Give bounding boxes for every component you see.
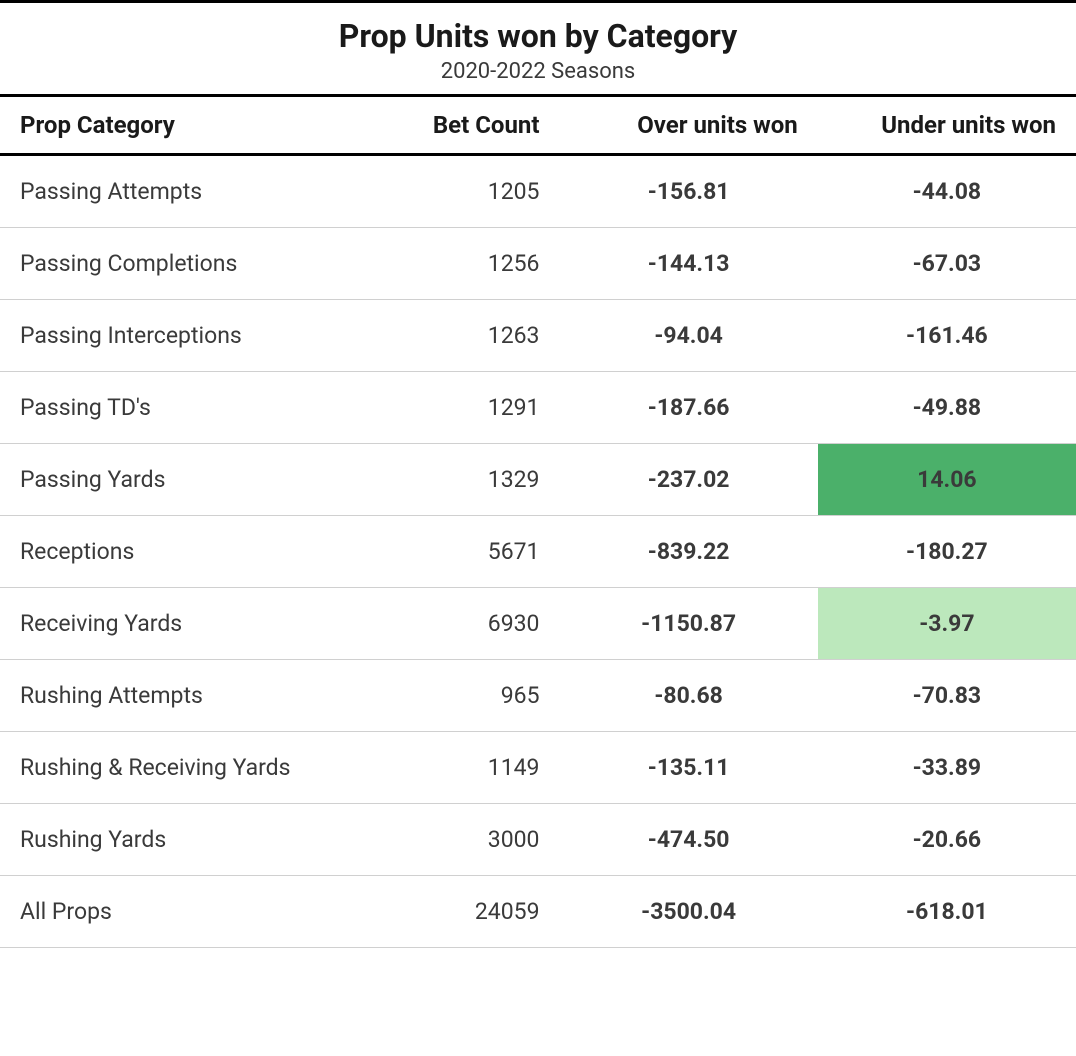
cell-category: Passing Attempts bbox=[0, 155, 366, 228]
cell-under-units: -618.01 bbox=[818, 876, 1076, 948]
cell-over-units: -94.04 bbox=[560, 300, 818, 372]
cell-under-units: -67.03 bbox=[818, 228, 1076, 300]
cell-bet-count: 5671 bbox=[366, 516, 560, 588]
header-bet-count: Bet Count bbox=[366, 96, 560, 155]
table-row: Rushing Yards3000-474.50-20.66 bbox=[0, 804, 1076, 876]
cell-under-units: -44.08 bbox=[818, 155, 1076, 228]
header-under-units: Under units won bbox=[818, 96, 1076, 155]
cell-bet-count: 1205 bbox=[366, 155, 560, 228]
cell-bet-count: 6930 bbox=[366, 588, 560, 660]
cell-bet-count: 965 bbox=[366, 660, 560, 732]
table-row: Passing TD's1291-187.66-49.88 bbox=[0, 372, 1076, 444]
cell-over-units: -80.68 bbox=[560, 660, 818, 732]
table-row: Receptions5671-839.22-180.27 bbox=[0, 516, 1076, 588]
cell-category: Rushing & Receiving Yards bbox=[0, 732, 366, 804]
table-row: Rushing Attempts965-80.68-70.83 bbox=[0, 660, 1076, 732]
prop-units-table-container: Prop Units won by Category 2020-2022 Sea… bbox=[0, 0, 1076, 948]
cell-over-units: -839.22 bbox=[560, 516, 818, 588]
cell-over-units: -144.13 bbox=[560, 228, 818, 300]
table-subtitle: 2020-2022 Seasons bbox=[0, 59, 1076, 84]
cell-under-units: -161.46 bbox=[818, 300, 1076, 372]
cell-bet-count: 1263 bbox=[366, 300, 560, 372]
cell-over-units: -187.66 bbox=[560, 372, 818, 444]
cell-category: Receiving Yards bbox=[0, 588, 366, 660]
table-body: Passing Attempts1205-156.81-44.08Passing… bbox=[0, 155, 1076, 948]
table-row: Passing Completions1256-144.13-67.03 bbox=[0, 228, 1076, 300]
table-header-row: Prop Category Bet Count Over units won U… bbox=[0, 96, 1076, 155]
cell-over-units: -3500.04 bbox=[560, 876, 818, 948]
prop-units-table: Prop Category Bet Count Over units won U… bbox=[0, 94, 1076, 948]
table-row: Rushing & Receiving Yards1149-135.11-33.… bbox=[0, 732, 1076, 804]
cell-bet-count: 1291 bbox=[366, 372, 560, 444]
cell-under-units: -33.89 bbox=[818, 732, 1076, 804]
cell-bet-count: 1256 bbox=[366, 228, 560, 300]
cell-over-units: -237.02 bbox=[560, 444, 818, 516]
cell-over-units: -1150.87 bbox=[560, 588, 818, 660]
cell-category: Passing TD's bbox=[0, 372, 366, 444]
table-row: All Props24059-3500.04-618.01 bbox=[0, 876, 1076, 948]
cell-under-units: -70.83 bbox=[818, 660, 1076, 732]
table-title: Prop Units won by Category bbox=[0, 17, 1076, 55]
cell-under-units: -49.88 bbox=[818, 372, 1076, 444]
cell-category: Passing Completions bbox=[0, 228, 366, 300]
header-over-units: Over units won bbox=[560, 96, 818, 155]
cell-category: Passing Yards bbox=[0, 444, 366, 516]
cell-bet-count: 24059 bbox=[366, 876, 560, 948]
cell-category: Passing Interceptions bbox=[0, 300, 366, 372]
cell-category: Rushing Attempts bbox=[0, 660, 366, 732]
cell-over-units: -156.81 bbox=[560, 155, 818, 228]
cell-over-units: -474.50 bbox=[560, 804, 818, 876]
cell-bet-count: 3000 bbox=[366, 804, 560, 876]
cell-bet-count: 1329 bbox=[366, 444, 560, 516]
title-section: Prop Units won by Category 2020-2022 Sea… bbox=[0, 0, 1076, 94]
cell-under-units: 14.06 bbox=[818, 444, 1076, 516]
cell-over-units: -135.11 bbox=[560, 732, 818, 804]
cell-category: All Props bbox=[0, 876, 366, 948]
cell-under-units: -3.97 bbox=[818, 588, 1076, 660]
cell-bet-count: 1149 bbox=[366, 732, 560, 804]
cell-category: Receptions bbox=[0, 516, 366, 588]
header-prop-category: Prop Category bbox=[0, 96, 366, 155]
cell-under-units: -20.66 bbox=[818, 804, 1076, 876]
table-row: Receiving Yards6930-1150.87-3.97 bbox=[0, 588, 1076, 660]
table-row: Passing Yards1329-237.0214.06 bbox=[0, 444, 1076, 516]
cell-category: Rushing Yards bbox=[0, 804, 366, 876]
cell-under-units: -180.27 bbox=[818, 516, 1076, 588]
table-row: Passing Interceptions1263-94.04-161.46 bbox=[0, 300, 1076, 372]
table-row: Passing Attempts1205-156.81-44.08 bbox=[0, 155, 1076, 228]
